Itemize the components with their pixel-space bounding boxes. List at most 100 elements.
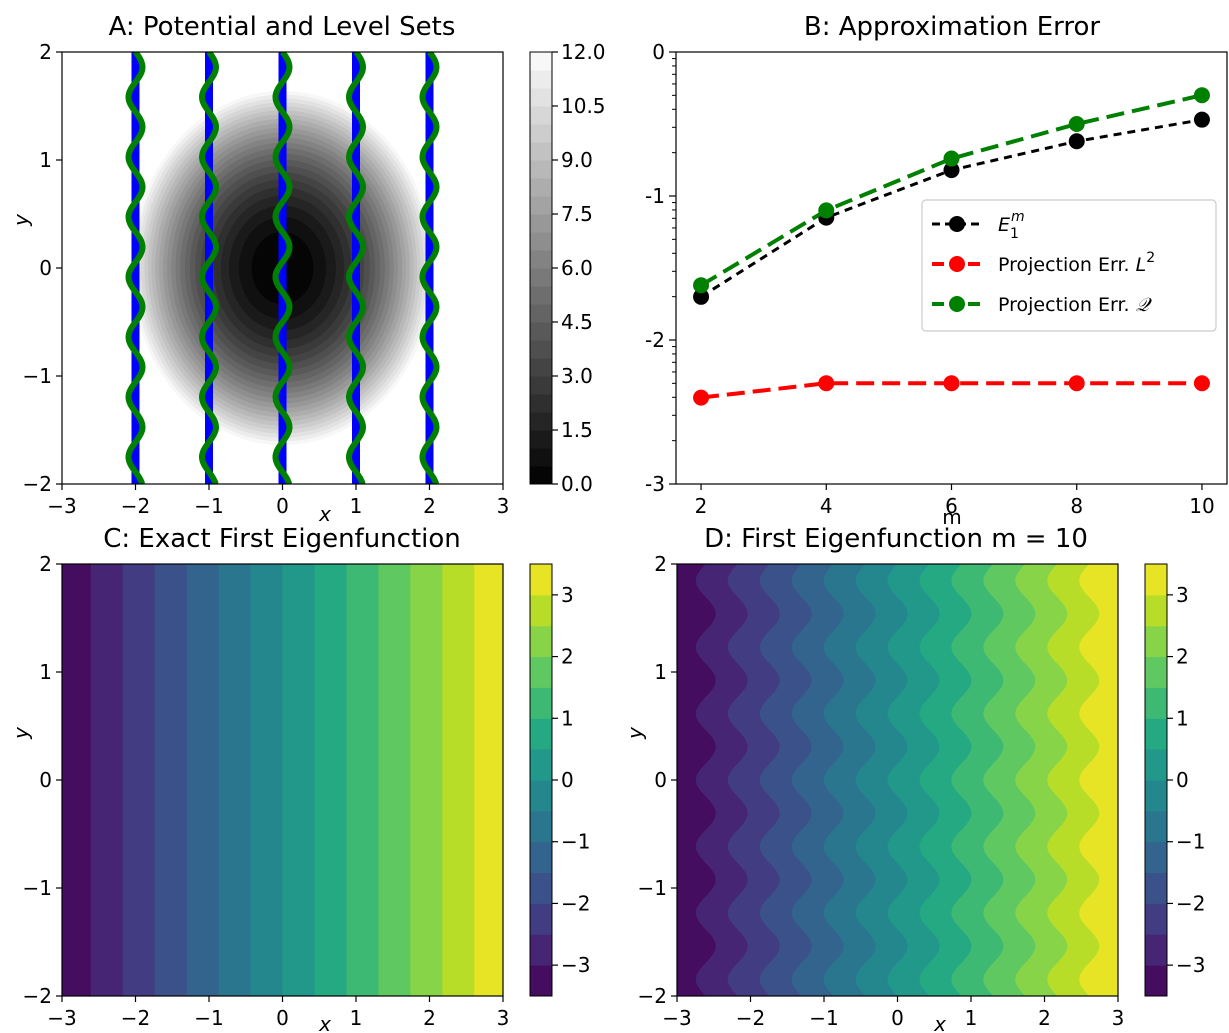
x-tick-label: −2	[736, 1006, 765, 1030]
x-tick-label: 0	[276, 494, 289, 518]
colorbar-segment	[530, 687, 552, 719]
colorbar-segment	[530, 564, 552, 596]
series-point	[818, 375, 835, 392]
y-tick-label: -1	[645, 184, 665, 208]
colorbar-tick-label: 1	[561, 706, 574, 730]
colorbar-segment	[1145, 625, 1167, 658]
panel-a-title: A: Potential and Level Sets	[109, 12, 456, 42]
colorbar-tick-label: 0.0	[561, 472, 593, 496]
eigenfunction-band	[186, 564, 220, 996]
panel-c-ylabel: y	[9, 726, 33, 740]
colorbar-segment	[1145, 903, 1167, 935]
x-tick-label: 1	[350, 1006, 363, 1030]
eigenfunction-band	[250, 564, 284, 996]
colorbar-tick-label: 6.0	[561, 256, 593, 280]
x-tick-label: 3	[497, 1006, 510, 1030]
y-tick-label: 2	[39, 552, 52, 576]
series-point	[1068, 133, 1085, 150]
series-point	[943, 162, 960, 179]
colorbar-tick-label: 1.5	[561, 418, 593, 442]
eigenfunction-band	[154, 564, 188, 996]
colorbar-segment	[530, 594, 552, 627]
colorbar-segment	[530, 160, 552, 179]
y-tick-label: −1	[638, 876, 667, 900]
colorbar-segment	[1145, 872, 1167, 904]
colorbar-segment	[1145, 718, 1167, 750]
panel-c: C: Exact First Eigenfunction −3 −2 −1 0 1 2 3−…	[9, 524, 590, 1033]
y-tick-label: 0	[654, 768, 667, 792]
colorbar-tick-label: 3	[561, 583, 574, 607]
eigenfunction-band	[62, 564, 92, 996]
colorbar-tick-label: 2	[1176, 645, 1189, 669]
x-tick-label: 1	[965, 1006, 978, 1030]
x-tick-label: 6	[945, 494, 958, 518]
x-tick-label: 10	[1189, 494, 1214, 518]
colorbar-segment	[1145, 564, 1167, 596]
x-tick-label: −3	[47, 494, 76, 518]
colorbar-segment	[530, 625, 552, 658]
colorbar-segment	[1145, 656, 1167, 688]
legend: E1m Projection Err. L2 Projection Err. 𝒬	[921, 199, 1217, 332]
colorbar-segment	[530, 124, 552, 143]
x-tick-label: −2	[121, 494, 150, 518]
eigenfunction-band	[122, 564, 156, 996]
green-level-curve	[125, 52, 146, 484]
colorbar-tick-label: −1	[561, 830, 590, 854]
series-point	[943, 375, 960, 392]
colorbar-segment	[1145, 749, 1167, 781]
x-tick-label: 2	[1038, 1006, 1051, 1030]
x-tick-label: −3	[662, 1006, 691, 1030]
x-tick-label: −3	[47, 1006, 76, 1030]
colorbar-tick-label: 9.0	[561, 148, 593, 172]
colorbar-tick-label: 0	[1176, 768, 1189, 792]
x-tick-label: 0	[891, 1006, 904, 1030]
colorbar-segment	[530, 178, 552, 197]
colorbar-segment	[530, 656, 552, 688]
colorbar-segment	[530, 448, 552, 467]
y-tick-label: 2	[39, 40, 52, 64]
legend-marker	[949, 216, 965, 232]
green-level-curve	[419, 52, 440, 484]
colorbar-segment	[530, 70, 552, 89]
colorbar-segment	[1145, 965, 1167, 997]
colorbar-segment	[530, 394, 552, 413]
x-tick-label: −1	[809, 1006, 838, 1030]
eigenfunction-band	[90, 564, 124, 996]
series-point	[1193, 87, 1210, 104]
colorbar-tick-label: −1	[1176, 830, 1205, 854]
colorbar-segment	[530, 376, 552, 395]
series-line	[699, 93, 1203, 288]
panel-d-colorbar: −3 −2 −1 0 1 2 3	[1144, 563, 1205, 997]
x-tick-label: 3	[497, 494, 510, 518]
colorbar-segment	[530, 810, 552, 843]
legend-label: Projection Err. 𝒬	[998, 294, 1153, 316]
colorbar-tick-label: −3	[561, 953, 590, 977]
legend-label: Projection Err. L2	[998, 250, 1155, 276]
colorbar-segment	[530, 903, 552, 935]
colorbar-segment	[530, 142, 552, 161]
panel-b-axes: 2 4 6 8 10 -3 -2 -1 0	[645, 40, 1215, 518]
x-tick-label: 2	[695, 494, 708, 518]
colorbar-segment	[530, 358, 552, 377]
y-tick-label: -3	[645, 472, 665, 496]
colorbar-segment	[530, 841, 552, 874]
eigenfunction-contours	[62, 564, 504, 996]
colorbar-segment	[530, 52, 552, 71]
colorbar-tick-label: 3.0	[561, 364, 593, 388]
colorbar-tick-label: −2	[1176, 891, 1205, 915]
series-point	[1193, 375, 1210, 392]
colorbar-segment	[530, 718, 552, 750]
colorbar-segment	[530, 322, 552, 341]
x-tick-label: 2	[423, 494, 436, 518]
colorbar-segment	[530, 196, 552, 215]
eigenfunction-band	[1079, 564, 1118, 996]
colorbar-tick-label: 4.5	[561, 310, 593, 334]
panel-d-ylabel: y	[623, 726, 647, 740]
eigenfunction-band	[474, 564, 504, 996]
colorbar-tick-label: 3	[1176, 583, 1189, 607]
colorbar-tick-label: −3	[1176, 953, 1205, 977]
y-tick-label: −2	[23, 472, 52, 496]
green-level-curve	[345, 52, 367, 484]
